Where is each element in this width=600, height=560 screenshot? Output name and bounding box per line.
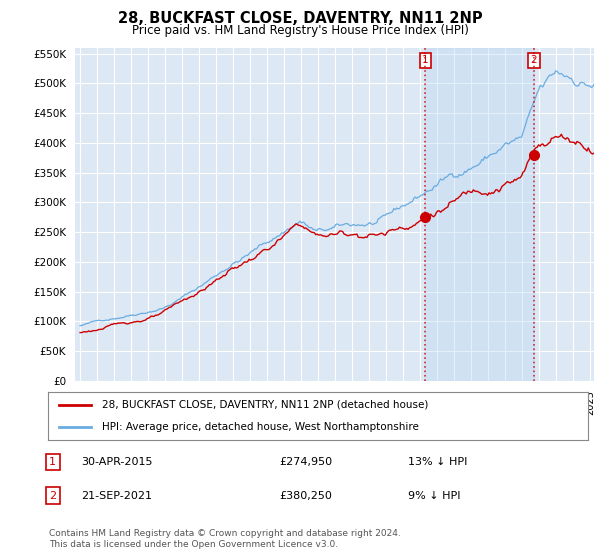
Text: 28, BUCKFAST CLOSE, DAVENTRY, NN11 2NP (detached house): 28, BUCKFAST CLOSE, DAVENTRY, NN11 2NP (…: [102, 400, 428, 410]
Text: HPI: Average price, detached house, West Northamptonshire: HPI: Average price, detached house, West…: [102, 422, 419, 432]
Text: 28, BUCKFAST CLOSE, DAVENTRY, NN11 2NP: 28, BUCKFAST CLOSE, DAVENTRY, NN11 2NP: [118, 11, 482, 26]
Text: 30-APR-2015: 30-APR-2015: [81, 457, 152, 467]
Text: 13% ↓ HPI: 13% ↓ HPI: [408, 457, 467, 467]
Text: £380,250: £380,250: [279, 491, 332, 501]
Text: 2: 2: [531, 55, 538, 65]
Text: 9% ↓ HPI: 9% ↓ HPI: [408, 491, 461, 501]
Text: 2: 2: [49, 491, 56, 501]
Text: 21-SEP-2021: 21-SEP-2021: [81, 491, 152, 501]
Text: Price paid vs. HM Land Registry's House Price Index (HPI): Price paid vs. HM Land Registry's House …: [131, 24, 469, 36]
Text: Contains HM Land Registry data © Crown copyright and database right 2024.
This d: Contains HM Land Registry data © Crown c…: [49, 529, 401, 549]
Text: 1: 1: [49, 457, 56, 467]
Text: £274,950: £274,950: [279, 457, 332, 467]
Bar: [425, 48, 534, 381]
Text: 1: 1: [422, 55, 429, 65]
